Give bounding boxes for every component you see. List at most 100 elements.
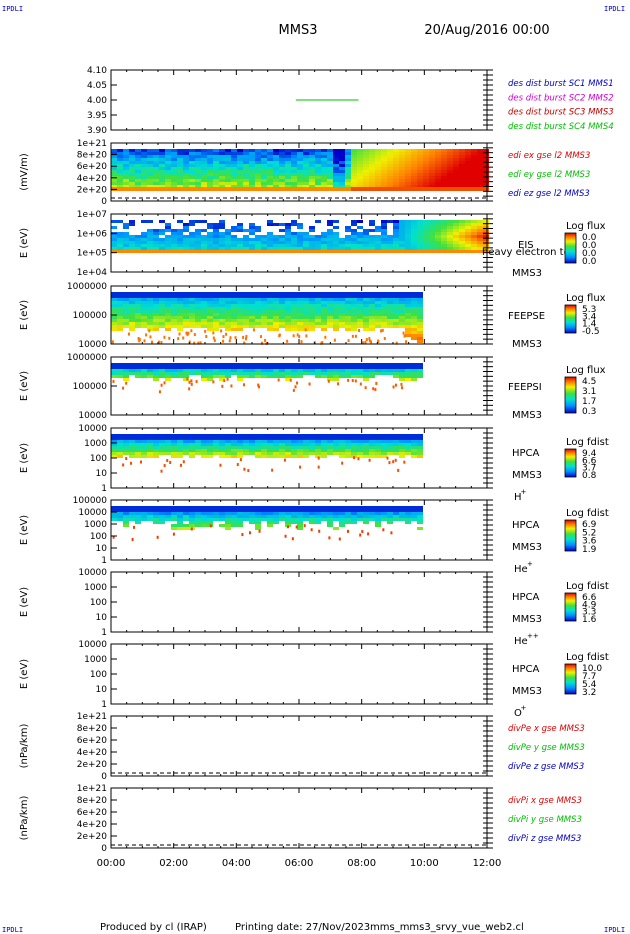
- feepse-cell: [339, 155, 345, 158]
- feepsi-cell: [477, 223, 483, 226]
- hpca-cell: [243, 295, 249, 298]
- feepse-cell: [471, 187, 477, 191]
- hpca-cell: [255, 372, 261, 375]
- feepsi-cell: [183, 235, 189, 238]
- hpca-cell: [309, 452, 315, 455]
- feepsi-cell: [333, 247, 339, 250]
- hpca-cell: [381, 325, 387, 328]
- feepse-cell: [345, 170, 351, 173]
- feepse-cell: [129, 161, 135, 164]
- hpca-cell: [145, 333, 148, 337]
- feepse-cell: [399, 161, 405, 164]
- footer-filename: mms_mms3_srvy_vue_web2.cl: [370, 922, 524, 933]
- hpca-cell: [165, 372, 171, 375]
- feepse-cell: [153, 155, 159, 158]
- hpca-cell: [159, 443, 165, 446]
- hpca-cell: [405, 292, 411, 295]
- feepsi-cell: [135, 238, 141, 241]
- panel-frame: [110, 715, 488, 777]
- feepse-cell: [435, 149, 441, 152]
- feepsi-cell: [345, 235, 351, 238]
- hpca-cell: [195, 292, 201, 295]
- hpca-cell: [231, 521, 237, 524]
- hpca-cell: [279, 440, 285, 443]
- hpca-cell: [267, 455, 273, 458]
- hpca-cell: [285, 440, 291, 443]
- feepsi-cell: [123, 223, 129, 226]
- hpca-cell: [123, 452, 129, 455]
- hpca-cell: [291, 455, 297, 458]
- feepse-cell: [477, 176, 483, 179]
- feepsi-cell: [459, 235, 465, 238]
- feepse-cell: [207, 158, 213, 161]
- feepsi-cell: [165, 241, 171, 244]
- feepse-cell: [327, 164, 333, 167]
- feepsi-cell: [411, 247, 417, 250]
- hpca-cell: [393, 304, 399, 307]
- hpca-cell: [369, 369, 375, 372]
- hpca-cell: [219, 313, 225, 316]
- y-tick-label: 3.90: [87, 126, 107, 136]
- feepse-cell: [459, 164, 465, 167]
- feepse-cell: [399, 187, 405, 191]
- feepse-cell: [279, 173, 285, 176]
- feepsi-cell: [225, 232, 231, 235]
- legend-entry: divPi x gse MMS3: [508, 796, 582, 806]
- feepse-cell: [363, 149, 369, 152]
- hpca-cell: [195, 452, 201, 455]
- feepsi-cell: [435, 244, 441, 247]
- hpca-cell: [351, 334, 354, 338]
- hpca-cell: [225, 518, 231, 521]
- hpca-cell: [317, 456, 320, 460]
- hpca-cell: [195, 372, 201, 375]
- hpca-cell: [123, 369, 129, 372]
- feepse-cell: [261, 155, 267, 158]
- colorbar-tick: 3.4: [582, 312, 597, 322]
- hpca-cell: [267, 313, 273, 316]
- hpca-cell: [159, 512, 165, 515]
- hpca-cell: [129, 304, 135, 307]
- feepse-cell: [273, 185, 279, 188]
- hpca-cell: [129, 313, 135, 316]
- hpca-cell: [141, 325, 147, 328]
- feepse-cell: [297, 164, 303, 167]
- feepsi-cell: [399, 244, 405, 247]
- feepse-cell: [177, 167, 183, 170]
- hpca-cell: [381, 437, 387, 440]
- hpca-cell: [411, 331, 417, 334]
- hpca-cell: [308, 382, 311, 386]
- feepsi-cell: [321, 241, 327, 244]
- feepsi-cell: [171, 241, 177, 244]
- hpca-cell: [375, 292, 381, 295]
- hpca-cell: [321, 375, 327, 378]
- feepse-cell: [441, 176, 447, 179]
- feepse-cell: [381, 167, 387, 170]
- hpca-cell: [123, 322, 129, 325]
- feepse-cell: [399, 167, 405, 170]
- hpca-cell: [140, 460, 143, 464]
- hpca-cell: [195, 319, 201, 322]
- hpca-cell: [219, 512, 225, 515]
- hpca-cell: [219, 446, 225, 449]
- feepsi-cell: [231, 241, 237, 244]
- feepse-cell: [309, 187, 315, 191]
- hpca-cell: [411, 446, 417, 449]
- hpca-cell: [351, 452, 357, 455]
- hpca-cell: [111, 518, 117, 521]
- hpca-cell: [135, 375, 141, 378]
- hpca-cell: [183, 506, 189, 509]
- feepsi-cell: [369, 229, 375, 232]
- feepsi-cell: [357, 250, 363, 253]
- feepse-cell: [129, 173, 135, 176]
- feepsi-cell: [423, 244, 429, 247]
- hpca-cell: [207, 304, 213, 307]
- hpca-cell: [303, 295, 309, 298]
- feepse-cell: [471, 179, 477, 182]
- feepse-cell: [153, 173, 159, 176]
- hpca-cell: [309, 515, 315, 518]
- hpca-cell: [333, 316, 339, 319]
- hpca-cell: [417, 446, 423, 449]
- feepsi-cell: [153, 235, 159, 238]
- hpca-cell: [225, 446, 231, 449]
- hpca-cell: [149, 335, 152, 339]
